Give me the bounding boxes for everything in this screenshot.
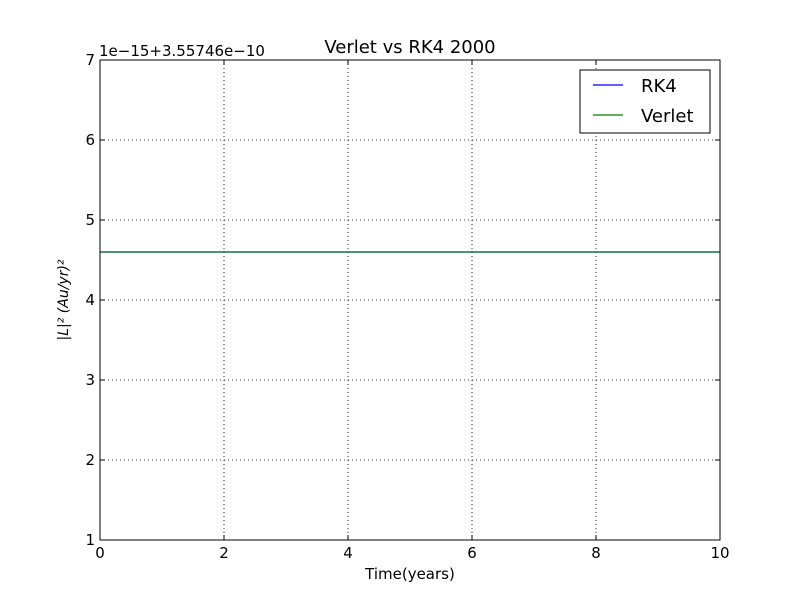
offset-label: 1e−15+3.55746e−10 [99,42,265,60]
legend-box [579,69,711,134]
x-tick-label: 2 [219,544,229,562]
legend-label-rk4: RK4 [641,76,677,97]
chart-title: Verlet vs RK4 2000 [324,37,495,58]
x-tick-label: 10 [710,544,729,562]
y-tick-label: 3 [85,371,95,389]
y-tick-label: 6 [85,131,95,149]
legend-label-verlet: Verlet [641,106,694,127]
x-tick-label: 4 [343,544,353,562]
y-axis-label: |L|² (Au/yr)² [56,259,72,340]
y-tick-label: 2 [85,451,95,469]
y-tick-label: 7 [85,51,95,69]
y-tick-label: 4 [85,291,95,309]
x-tick-label: 0 [95,544,105,562]
x-axis-label: Time(years) [364,565,455,583]
x-tick-label: 8 [591,544,601,562]
legend: RK4 Verlet [579,69,711,134]
y-tick-label: 1 [85,531,95,549]
x-tick-label: 6 [467,544,477,562]
y-tick-label: 5 [85,211,95,229]
